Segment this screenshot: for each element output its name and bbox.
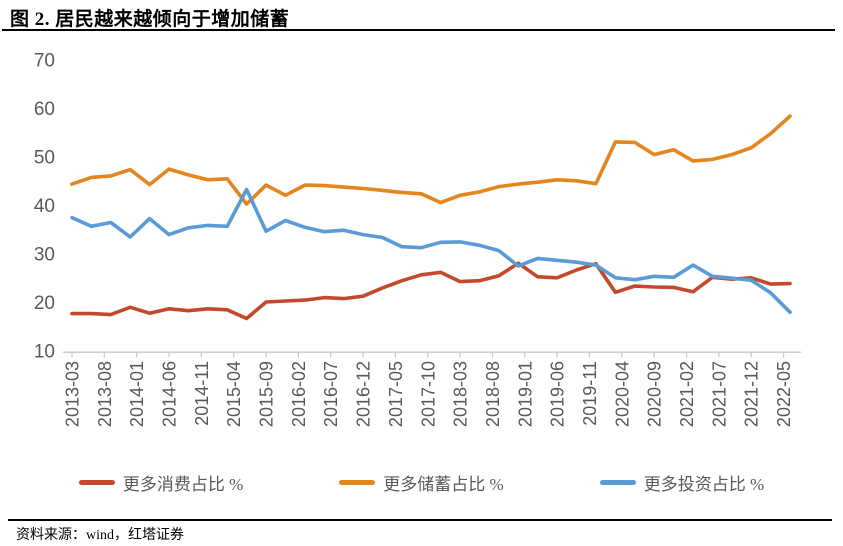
y-axis-labels: 70 60 50 40 30 20 10 xyxy=(34,51,55,363)
x-tick-label: 2016-02 xyxy=(289,361,309,427)
blue-line-swatch-icon xyxy=(599,480,636,485)
source-note: 资料来源：wind，红塔证券 xyxy=(16,528,184,543)
y-tick-label: 60 xyxy=(34,99,55,120)
line-chart: 70 60 50 40 30 20 10 2013-03 2013-08 2014-01 2014… xyxy=(34,51,801,427)
red-line-swatch-icon xyxy=(78,480,115,485)
legend-item-investment: 更多投资占比 % xyxy=(599,470,765,495)
y-tick-label: 30 xyxy=(34,245,55,266)
x-tick-label: 2021-12 xyxy=(742,361,762,427)
title-divider xyxy=(2,29,835,31)
y-tick-label: 10 xyxy=(34,342,55,363)
x-tick-label: 2014-01 xyxy=(127,361,147,427)
legend-label: 更多储蓄占比 % xyxy=(383,475,504,494)
chart-title: 图 2. 居民越来越倾向于增加储蓄 xyxy=(10,9,290,30)
y-tick-label: 50 xyxy=(34,148,55,169)
series-line xyxy=(70,114,792,206)
y-tick-label: 70 xyxy=(34,51,55,72)
x-tick-label: 2021-02 xyxy=(677,361,697,427)
x-tick-label: 2015-09 xyxy=(257,361,277,427)
x-tick-label: 2018-08 xyxy=(483,361,503,427)
x-tick-label: 2020-09 xyxy=(645,361,665,427)
legend-label: 更多投资占比 % xyxy=(643,475,765,494)
x-tick-label: 2019-06 xyxy=(548,361,568,427)
x-tick-label: 2018-03 xyxy=(451,361,471,427)
x-tick-label: 2013-08 xyxy=(95,361,115,427)
x-tick-label: 2014-06 xyxy=(160,361,180,427)
series-line xyxy=(70,261,792,321)
orange-line-swatch-icon xyxy=(339,480,376,485)
x-tick-label: 2016-12 xyxy=(354,361,374,427)
x-tick-label: 2013-03 xyxy=(63,361,83,427)
x-tick-label: 2021-07 xyxy=(709,361,729,427)
x-tick-label: 2022-05 xyxy=(774,361,794,427)
legend-label: 更多消费占比 % xyxy=(122,475,244,494)
chart-legend: 更多消费占比 % 更多储蓄占比 % 更多投资占比 % xyxy=(0,470,843,495)
footer-divider xyxy=(8,519,832,521)
series-line xyxy=(70,187,792,315)
x-tick-label: 2019-11 xyxy=(580,361,600,426)
x-tick-label: 2016-07 xyxy=(321,361,341,427)
x-tick-label: 2020-04 xyxy=(612,361,632,427)
x-tick-label: 2015-04 xyxy=(224,361,244,427)
x-tick-label: 2017-05 xyxy=(386,361,406,427)
x-axis: 2013-03 2013-08 2014-01 2014-06 2014-11 2015-… xyxy=(63,351,801,427)
series-lines xyxy=(70,114,792,321)
y-tick-label: 40 xyxy=(34,196,55,217)
x-tick-label: 2019-01 xyxy=(515,361,535,427)
x-tick-label: 2017-10 xyxy=(418,361,438,427)
x-tick-label: 2014-11 xyxy=(192,361,212,426)
y-tick-label: 20 xyxy=(34,293,55,314)
legend-item-consumption: 更多消费占比 % xyxy=(78,470,244,495)
legend-item-saving: 更多储蓄占比 % xyxy=(339,470,504,495)
